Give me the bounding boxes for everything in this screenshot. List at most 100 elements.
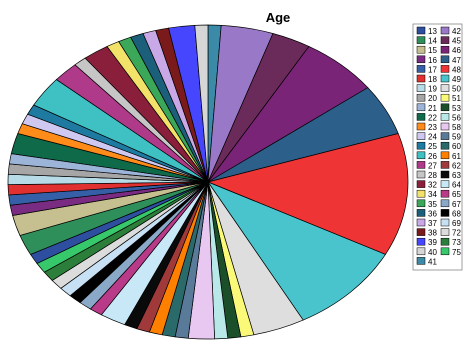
legend-label-56: 56 — [452, 113, 461, 122]
legend-swatch-59 — [440, 132, 450, 140]
legend-swatch-56 — [440, 113, 450, 121]
legend-swatch-37 — [416, 218, 426, 227]
legend-swatch-32 — [416, 180, 426, 188]
legend-label-49: 49 — [452, 75, 461, 84]
legend-label-63: 63 — [452, 171, 461, 180]
legend-swatch-25 — [416, 141, 426, 150]
legend-swatch-41 — [416, 257, 426, 265]
legend-label-53: 53 — [452, 104, 461, 113]
legend-swatch-15 — [416, 45, 426, 54]
legend-label-72: 72 — [452, 229, 461, 238]
legend-label-13: 13 — [428, 27, 437, 36]
legend-swatch-50 — [440, 84, 450, 92]
legend-label-62: 62 — [452, 161, 461, 170]
legend-label-48: 48 — [452, 65, 461, 74]
legend-swatch-42 — [440, 26, 450, 35]
legend-swatch-61 — [440, 151, 450, 160]
legend-label-40: 40 — [428, 248, 437, 257]
legend-swatch-75 — [440, 247, 450, 256]
legend-swatch-19 — [416, 84, 426, 92]
pie-slice-age-48 — [206, 133, 409, 255]
legend-swatch-69 — [440, 218, 450, 227]
legend-swatch-68 — [440, 209, 450, 217]
legend-swatch-73 — [440, 237, 450, 246]
legend-swatch-35 — [416, 199, 426, 208]
legend-label-65: 65 — [452, 190, 461, 199]
legend-label-46: 46 — [452, 46, 461, 55]
legend-label-64: 64 — [452, 181, 461, 190]
legend-swatch-64 — [440, 180, 450, 188]
legend-label-59: 59 — [452, 133, 461, 142]
legend-label-38: 38 — [428, 229, 437, 238]
legend-label-36: 36 — [428, 209, 437, 218]
legend-swatch-14 — [416, 36, 426, 44]
legend-label-58: 58 — [452, 123, 461, 132]
legend-label-16: 16 — [428, 56, 437, 65]
legend-label-14: 14 — [428, 37, 437, 46]
legend-label-27: 27 — [428, 161, 437, 170]
legend-swatch-45 — [440, 36, 450, 44]
chart-title: Age — [266, 10, 291, 25]
legend-swatch-17 — [416, 65, 426, 73]
legend-swatch-26 — [416, 151, 426, 160]
legend-label-69: 69 — [452, 219, 461, 228]
legend-swatch-23 — [416, 122, 426, 131]
legend-label-61: 61 — [452, 152, 461, 161]
legend-swatch-53 — [440, 103, 450, 112]
legend-label-32: 32 — [428, 181, 437, 190]
legend-label-23: 23 — [428, 123, 437, 132]
legend-swatch-49 — [440, 74, 450, 83]
legend-label-68: 68 — [452, 209, 461, 218]
legend-label-26: 26 — [428, 152, 437, 161]
legend-swatch-20 — [416, 93, 426, 102]
legend-swatch-39 — [416, 237, 426, 246]
legend-swatch-40 — [416, 247, 426, 256]
legend-swatch-46 — [440, 45, 450, 54]
legend-swatch-72 — [440, 228, 450, 236]
legend-swatch-36 — [416, 209, 426, 217]
legend-swatch-27 — [416, 161, 426, 169]
pie-slice-age-40 — [194, 24, 209, 183]
legend-label-22: 22 — [428, 113, 437, 122]
legend-label-39: 39 — [428, 238, 437, 247]
legend-label-35: 35 — [428, 200, 437, 209]
legend-label-60: 60 — [452, 142, 461, 151]
legend-label-73: 73 — [452, 238, 461, 247]
legend-swatch-16 — [416, 55, 426, 64]
legend-label-21: 21 — [428, 104, 437, 113]
legend-swatch-22 — [416, 113, 426, 121]
legend-label-47: 47 — [452, 56, 461, 65]
pie-slices — [7, 24, 409, 340]
legend-swatch-62 — [440, 161, 450, 169]
legend-label-25: 25 — [428, 142, 437, 151]
legend-label-51: 51 — [452, 94, 461, 103]
legend-label-41: 41 — [428, 257, 437, 266]
legend-label-20: 20 — [428, 94, 437, 103]
legend-label-17: 17 — [428, 65, 437, 74]
legend-label-15: 15 — [428, 46, 437, 55]
legend-label-50: 50 — [452, 85, 461, 94]
legend-swatch-13 — [416, 26, 426, 35]
legend-swatch-63 — [440, 170, 450, 179]
pie-slice-age-49 — [207, 181, 386, 321]
legend-swatch-18 — [416, 74, 426, 83]
legend-swatch-58 — [440, 122, 450, 131]
legend-label-24: 24 — [428, 133, 437, 142]
legend-swatch-60 — [440, 141, 450, 150]
legend-label-67: 67 — [452, 200, 461, 209]
legend-swatch-28 — [416, 170, 426, 179]
legend-swatch-67 — [440, 199, 450, 208]
legend-label-18: 18 — [428, 75, 437, 84]
legend-swatch-51 — [440, 93, 450, 102]
legend-label-28: 28 — [428, 171, 437, 180]
legend-label-37: 37 — [428, 219, 437, 228]
legend-label-42: 42 — [452, 27, 461, 36]
legend-label-45: 45 — [452, 37, 461, 46]
legend-swatch-38 — [416, 228, 426, 236]
legend-label-19: 19 — [428, 85, 437, 94]
legend-swatch-24 — [416, 132, 426, 140]
legend-swatch-48 — [440, 65, 450, 73]
legend-swatch-21 — [416, 103, 426, 112]
